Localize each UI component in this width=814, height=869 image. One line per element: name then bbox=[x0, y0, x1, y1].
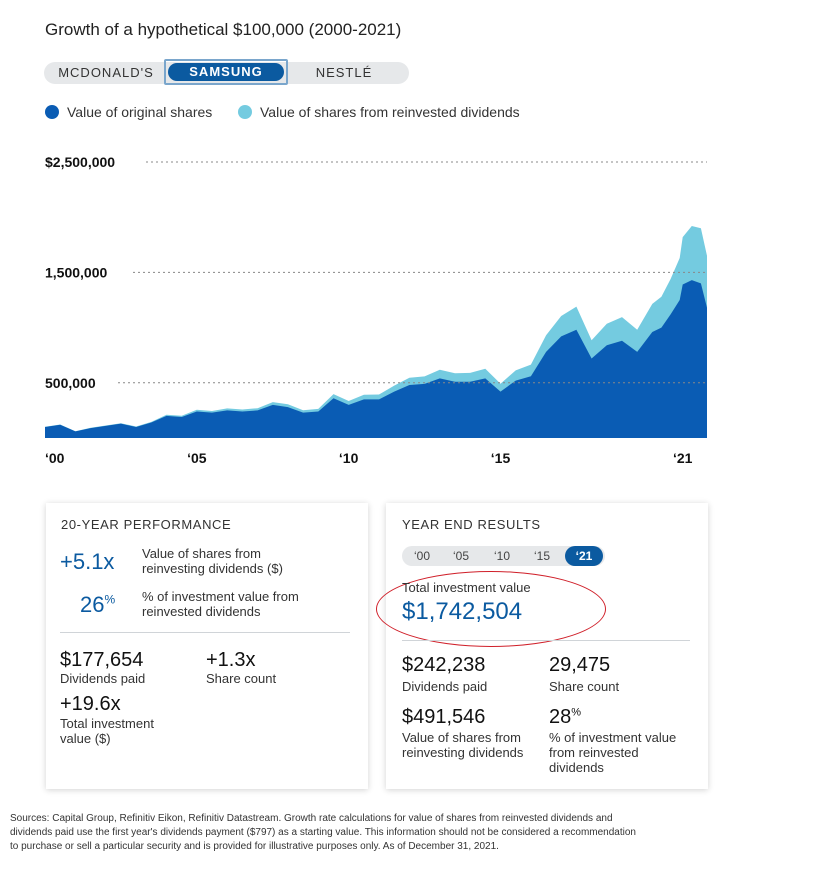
year-reinvested-pct-value: 28% bbox=[549, 706, 581, 729]
x-tick-label: ‘05 bbox=[187, 450, 207, 466]
y-tick-label: $2,500,000 bbox=[45, 154, 115, 170]
legend-original-label: Value of original shares bbox=[67, 104, 213, 120]
area-original-shares bbox=[45, 280, 707, 438]
reinvested-pct-number: 26 bbox=[80, 592, 105, 617]
year-reinvested-label-line1: Value of shares from bbox=[402, 730, 521, 745]
year-reinvested-pct-label-line3: dividends bbox=[549, 760, 604, 775]
year-reinvested-pct-label-line1: % of investment value bbox=[549, 730, 677, 745]
total-investment-value: $1,742,504 bbox=[402, 598, 523, 625]
year-tab-10[interactable]: ‘10 bbox=[493, 549, 510, 563]
year-reinvested-label-line2: reinvesting dividends bbox=[402, 745, 524, 760]
reinvested-pct-value: 26% bbox=[80, 592, 115, 618]
year-reinvested-pct-number: 28 bbox=[549, 706, 572, 728]
footnote-line3: to purchase or sell a particular securit… bbox=[10, 841, 499, 852]
total-investment-growth-label-line2: value ($) bbox=[60, 731, 111, 746]
share-count-value: +1.3x bbox=[206, 649, 256, 671]
year-dividends-paid-label: Dividends paid bbox=[402, 679, 488, 694]
reinvested-pct-label: % of investment value from reinvested di… bbox=[142, 589, 299, 619]
growth-area-chart: $2,500,000 1,500,000 500,000 ‘00 ‘05 ‘10 ‘15 ‘2… bbox=[45, 154, 707, 466]
year-dividends-paid-value: $242,238 bbox=[402, 654, 486, 676]
year-tabs: ‘00 ‘05 ‘10 ‘15 ‘21 bbox=[402, 546, 605, 566]
red-circle-annotation bbox=[376, 571, 606, 647]
year-tab-05[interactable]: ‘05 bbox=[452, 549, 469, 563]
x-tick-label: ‘10 bbox=[339, 450, 359, 466]
x-tick-label: ‘00 bbox=[45, 450, 65, 466]
total-investment-growth-value: +19.6x bbox=[60, 693, 121, 715]
reinvested-growth-label: Value of shares from reinvesting dividen… bbox=[142, 546, 283, 576]
dividends-paid-value: $177,654 bbox=[60, 649, 144, 671]
x-tick-label: ‘21 bbox=[673, 450, 693, 466]
reinvested-pct-suffix: % bbox=[104, 592, 116, 607]
year-tab-21[interactable]: ‘21 bbox=[565, 546, 603, 566]
reinvested-growth-value: +5.1x bbox=[60, 549, 115, 574]
year-tab-00[interactable]: ‘00 bbox=[413, 549, 430, 563]
total-investment-growth-label: Total investment value ($) bbox=[60, 716, 154, 746]
right-card-divider bbox=[402, 640, 690, 641]
total-investment-growth-label-line1: Total investment bbox=[60, 716, 154, 731]
year-share-count-label: Share count bbox=[549, 679, 620, 694]
legend-original: Value of original shares bbox=[45, 104, 212, 120]
footnote-line1: Sources: Capital Group, Refinitiv Eikon,… bbox=[10, 813, 613, 824]
reinvested-growth-label-line1: Value of shares from bbox=[142, 546, 261, 561]
year-reinvested-pct-label: % of investment value from reinvested di… bbox=[549, 730, 676, 775]
y-tick-label: 500,000 bbox=[45, 375, 96, 391]
year-tab-15[interactable]: ‘15 bbox=[533, 549, 550, 563]
reinvested-growth-label-line2: reinvesting dividends ($) bbox=[142, 561, 283, 576]
year-reinvested-value: $491,546 bbox=[402, 706, 486, 728]
x-tick-label: ‘15 bbox=[491, 450, 511, 466]
performance-card: 20-YEAR PERFORMANCE +5.1x Value of share… bbox=[46, 503, 368, 789]
y-tick-label: 1,500,000 bbox=[45, 264, 107, 280]
footnote-line2: dividends paid use the first year's divi… bbox=[10, 827, 636, 838]
reinvested-pct-label-line1: % of investment value from bbox=[142, 589, 299, 604]
legend-reinvested-label: Value of shares from reinvested dividend… bbox=[260, 104, 520, 120]
total-investment-value-label: Total investment value bbox=[402, 580, 531, 595]
chart-title: Growth of a hypothetical $100,000 (2000-… bbox=[45, 20, 402, 39]
legend-dot-original bbox=[45, 105, 59, 119]
tab-nestle[interactable]: NESTLÉ bbox=[315, 65, 373, 80]
year-reinvested-label: Value of shares from reinvesting dividen… bbox=[402, 730, 523, 760]
legend-reinvested: Value of shares from reinvested dividend… bbox=[238, 104, 520, 120]
year-reinvested-pct-suffix: % bbox=[571, 706, 582, 719]
performance-card-title: 20-YEAR PERFORMANCE bbox=[61, 517, 232, 532]
share-count-label: Share count bbox=[206, 671, 277, 686]
reinvested-pct-label-line2: reinvested dividends bbox=[142, 604, 261, 619]
year-reinvested-pct-label-line2: from reinvested bbox=[549, 745, 639, 760]
left-card-divider bbox=[60, 632, 350, 633]
tab-samsung-focus-frame[interactable]: SAMSUNG bbox=[164, 59, 288, 85]
tab-mcdonalds[interactable]: MCDONALD'S bbox=[58, 65, 154, 80]
footnote: Sources: Capital Group, Refinitiv Eikon,… bbox=[10, 812, 800, 854]
year-end-card: YEAR END RESULTS ‘00 ‘05 ‘10 ‘15 ‘21 Tot… bbox=[376, 503, 708, 789]
tab-samsung[interactable]: SAMSUNG bbox=[168, 63, 284, 81]
legend-dot-reinvested bbox=[238, 105, 252, 119]
year-share-count-value: 29,475 bbox=[549, 654, 611, 676]
dividends-paid-label: Dividends paid bbox=[60, 671, 146, 686]
year-end-card-title: YEAR END RESULTS bbox=[402, 517, 541, 532]
